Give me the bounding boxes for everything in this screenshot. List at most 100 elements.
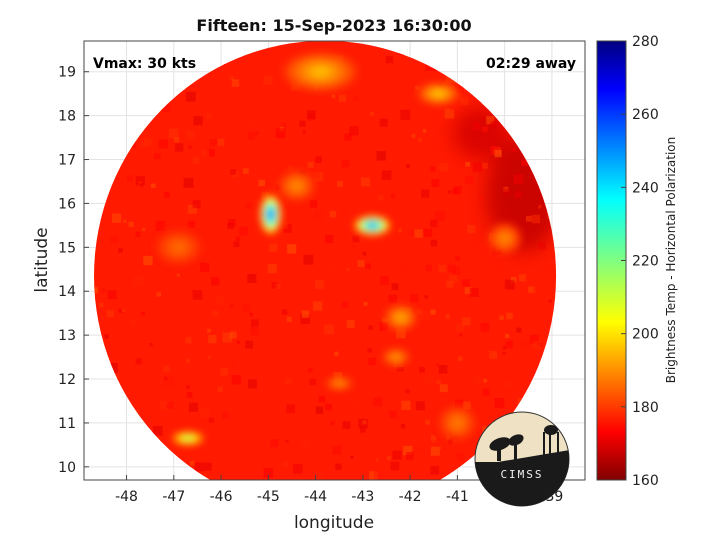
texture-cell <box>430 166 436 172</box>
feature-blob <box>171 431 205 446</box>
texture-cell <box>391 283 399 291</box>
texture-cell <box>307 162 314 168</box>
texture-cell <box>405 164 411 169</box>
y-tick-label: 12 <box>58 372 76 388</box>
texture-cell <box>164 376 168 381</box>
y-tick-label: 17 <box>58 153 76 169</box>
texture-cell <box>222 332 233 343</box>
texture-cell <box>287 244 297 254</box>
texture-cell <box>403 445 413 456</box>
texture-cell <box>148 251 152 255</box>
texture-cell <box>462 279 470 287</box>
texture-cell <box>478 195 483 200</box>
y-tick-label: 16 <box>58 196 76 212</box>
x-tick-label: -44 <box>304 489 327 505</box>
texture-cell <box>440 397 444 401</box>
texture-cell <box>151 183 156 188</box>
texture-cell <box>143 255 153 266</box>
texture-cell <box>168 128 179 139</box>
texture-cell <box>185 337 192 344</box>
texture-cell <box>163 376 173 386</box>
texture-cell <box>422 129 427 133</box>
texture-cell <box>242 304 250 312</box>
texture-cell <box>307 367 313 373</box>
texture-cell <box>217 138 225 146</box>
texture-cell <box>430 219 438 228</box>
texture-cell <box>343 209 349 215</box>
texture-cell <box>446 280 454 288</box>
texture-cell <box>445 73 456 84</box>
y-tick-label: 15 <box>58 240 76 256</box>
texture-cell <box>504 381 511 388</box>
texture-cell <box>309 200 318 208</box>
texture-cell <box>192 156 200 164</box>
texture-cell <box>286 404 296 414</box>
texture-cell <box>159 400 170 410</box>
texture-cell <box>390 461 400 471</box>
texture-cell <box>158 139 169 149</box>
texture-cell <box>369 471 379 480</box>
texture-cell <box>538 205 542 209</box>
x-tick-label: -42 <box>399 489 422 505</box>
texture-cell <box>399 290 403 294</box>
texture-cell <box>149 342 153 347</box>
texture-cell <box>229 304 234 308</box>
texture-cell <box>502 351 506 355</box>
texture-cell <box>230 169 236 175</box>
y-axis-ticks: 10 11 12 13 14 15 16 17 18 19 <box>58 65 89 476</box>
feature-blob <box>488 223 522 254</box>
texture-cell <box>227 222 234 230</box>
axes-frame <box>83 40 586 481</box>
texture-cell <box>156 292 162 297</box>
texture-cell <box>521 159 528 166</box>
texture-cell <box>329 210 337 218</box>
texture-cell <box>431 437 437 443</box>
texture-cell <box>217 386 223 392</box>
texture-cell <box>472 162 483 173</box>
feature-ring <box>397 315 404 320</box>
texture-cell <box>473 122 481 131</box>
texture-cell <box>270 439 279 448</box>
feature-ring <box>174 244 183 251</box>
texture-cell <box>163 365 170 373</box>
texture-cell <box>186 385 191 390</box>
texture-cell <box>505 341 513 349</box>
texture-cell <box>337 181 343 187</box>
texture-cell <box>318 395 326 403</box>
texture-cell <box>231 79 240 87</box>
texture-cell <box>144 130 150 135</box>
texture-cell <box>300 314 311 325</box>
texture-cell <box>263 468 274 478</box>
texture-cell <box>303 254 314 265</box>
texture-cell <box>379 118 388 127</box>
texture-cell <box>370 111 374 116</box>
x-tick-label: -43 <box>351 489 374 505</box>
texture-cell <box>473 376 483 386</box>
y-tick-label: 18 <box>58 109 76 125</box>
texture-cell <box>438 446 442 450</box>
texture-cell <box>301 310 310 318</box>
texture-cell <box>185 358 191 364</box>
texture-cell <box>505 334 510 338</box>
texture-cell <box>306 110 316 119</box>
texture-cell <box>269 179 273 183</box>
logo-text: CIMSS <box>500 468 543 481</box>
texture-cell <box>207 328 211 333</box>
texture-cell <box>445 314 451 320</box>
texture-cell <box>342 421 351 430</box>
texture-cell <box>254 370 265 381</box>
texture-cell <box>107 290 117 300</box>
texture-cell <box>514 191 522 198</box>
texture-cell <box>483 378 488 383</box>
texture-cell <box>334 351 339 356</box>
colorbar-tick-label: 180 <box>632 400 659 416</box>
texture-cell <box>233 241 240 248</box>
texture-cell <box>301 440 310 449</box>
texture-cell <box>281 309 288 315</box>
texture-cell <box>431 435 436 440</box>
texture-cell <box>200 262 210 272</box>
texture-cell <box>396 364 404 372</box>
texture-cell <box>344 133 352 141</box>
texture-cell <box>353 96 359 101</box>
